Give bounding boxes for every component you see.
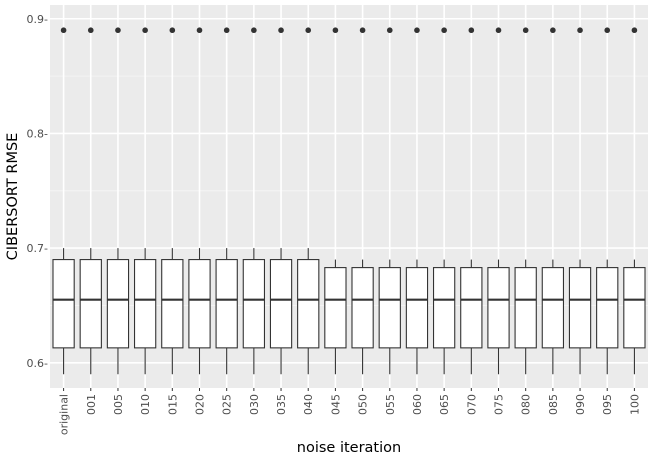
box-iqr — [405, 267, 429, 349]
boxplot-080 — [514, 27, 537, 375]
x-axis-ticks: original 001 005 010 015 020 025 030 035 040 045 05… — [58, 388, 641, 435]
outlier-point — [577, 27, 583, 34]
boxplot-055 — [378, 27, 401, 375]
x-tick-label: 085 — [547, 394, 560, 415]
x-tick-label: 100 — [628, 394, 641, 415]
outlier-point — [305, 27, 312, 34]
y-axis-ticks: 0.6- 0.7- 0.8- 0.9- — [27, 13, 48, 370]
x-tick-label: 030 — [248, 394, 261, 415]
x-tick-label: 005 — [112, 394, 125, 415]
box-iqr — [161, 259, 184, 349]
box-series — [52, 27, 646, 375]
box-iqr — [432, 267, 456, 349]
y-axis-title: CIBERSORT RMSE — [5, 133, 21, 261]
x-tick-label: 070 — [465, 394, 478, 415]
x-axis-title: noise iteration — [297, 440, 401, 456]
outlier-point — [332, 27, 339, 34]
x-tick-label: 020 — [194, 394, 207, 415]
box-iqr — [297, 259, 320, 349]
outlier-point — [495, 27, 502, 34]
outlier-point — [115, 27, 121, 34]
box-iqr — [106, 259, 130, 349]
outlier-point — [441, 27, 447, 34]
outlier-point — [468, 27, 475, 34]
box-iqr — [79, 259, 102, 349]
outlier-point — [386, 27, 393, 34]
box-iqr — [568, 267, 592, 349]
box-iqr — [324, 267, 347, 349]
boxplot-005 — [106, 27, 130, 375]
box-iqr — [188, 259, 211, 349]
outlier-point — [223, 27, 230, 34]
x-tick-label: 001 — [85, 394, 98, 415]
y-tick-label: 0.8- — [27, 127, 48, 140]
x-tick-label: 025 — [221, 394, 234, 415]
box-iqr — [133, 259, 157, 349]
outlier-point — [604, 27, 611, 34]
boxplot-015 — [161, 27, 184, 375]
box-iqr — [351, 267, 374, 349]
outlier-point — [169, 27, 176, 34]
boxplot-100 — [623, 27, 646, 375]
outlier-point — [414, 27, 420, 34]
box-iqr — [596, 267, 619, 349]
boxplot-010 — [133, 27, 157, 375]
box-iqr — [487, 267, 510, 349]
outlier-point — [278, 27, 284, 34]
box-iqr — [514, 267, 537, 349]
outlier-point — [251, 27, 257, 34]
boxplot-045 — [324, 27, 347, 375]
box-iqr — [623, 267, 646, 349]
x-tick-label: 095 — [601, 394, 614, 415]
x-tick-label: 040 — [302, 394, 315, 415]
boxplot-001 — [79, 27, 102, 375]
y-tick-label: 0.9- — [27, 13, 48, 26]
boxplot-095 — [596, 27, 619, 375]
outlier-point — [87, 27, 94, 34]
boxplot-050 — [351, 27, 374, 375]
outlier-point — [550, 27, 556, 34]
outlier-point — [196, 27, 203, 34]
x-tick-label: 080 — [520, 394, 533, 415]
outlier-point — [60, 27, 67, 34]
outlier-point — [631, 27, 638, 34]
boxplot-065 — [432, 27, 456, 375]
boxplot-030 — [242, 27, 266, 375]
box-iqr — [242, 259, 266, 349]
boxplot-020 — [188, 27, 211, 375]
x-tick-label: 065 — [438, 394, 451, 415]
x-tick-label: 015 — [166, 394, 179, 415]
box-iqr — [460, 267, 483, 349]
x-tick-label: 050 — [357, 394, 370, 415]
y-tick-label: 0.6- — [27, 357, 48, 370]
x-tick-label: 090 — [574, 394, 587, 415]
outlier-point — [522, 27, 529, 34]
x-tick-label: 035 — [275, 394, 288, 415]
box-iqr — [541, 267, 565, 349]
box-iqr — [215, 259, 238, 349]
boxplot-075 — [487, 27, 510, 375]
boxplot-040 — [297, 27, 320, 375]
boxplot-original — [52, 27, 75, 375]
boxplot-035 — [269, 27, 293, 375]
boxplot-085 — [541, 27, 565, 375]
x-tick-label: 060 — [411, 394, 424, 415]
box-iqr — [378, 267, 401, 349]
x-tick-label: 045 — [329, 394, 342, 415]
x-tick-label: 055 — [384, 394, 397, 415]
y-tick-label: 0.7- — [27, 242, 48, 255]
box-iqr — [269, 259, 293, 349]
x-tick-label: original — [58, 394, 71, 435]
boxplot-070 — [460, 27, 483, 375]
boxplot-060 — [405, 27, 429, 375]
boxplot-025 — [215, 27, 238, 375]
outlier-point — [359, 27, 366, 34]
x-tick-label: 010 — [139, 394, 152, 415]
box-iqr — [52, 259, 75, 349]
boxplot-090 — [568, 27, 592, 375]
x-tick-label: 075 — [493, 394, 506, 415]
outlier-point — [142, 27, 148, 34]
